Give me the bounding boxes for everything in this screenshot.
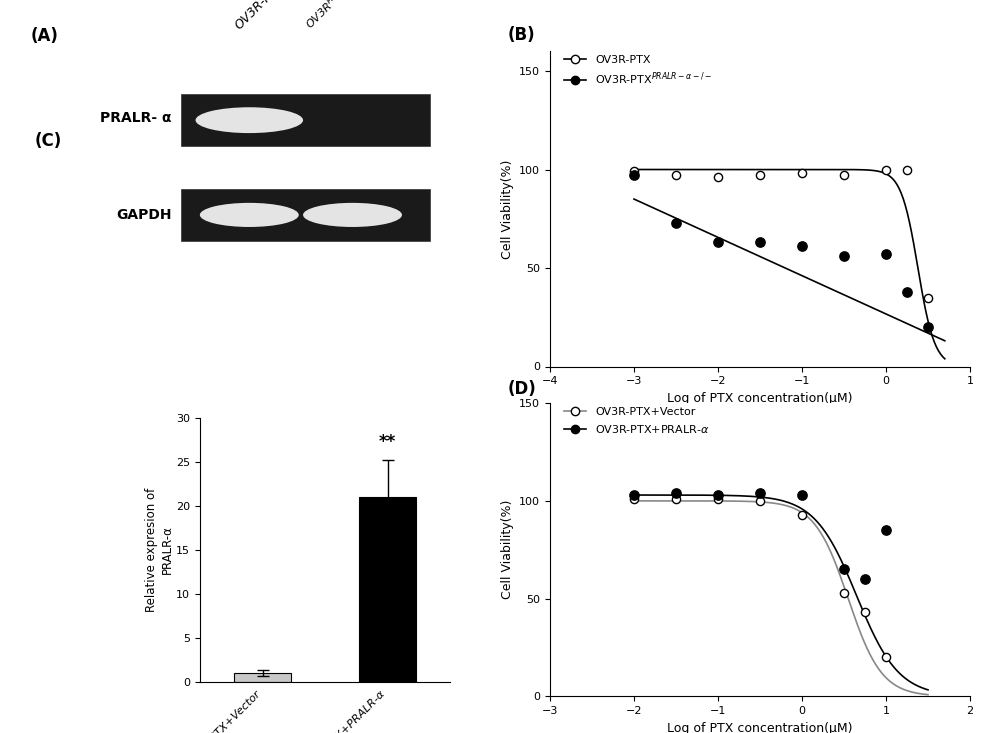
Point — [836, 169, 852, 181]
Point — [794, 168, 810, 180]
Bar — [359, 497, 416, 682]
Text: OV3R-PTX+Vector: OV3R-PTX+Vector — [184, 688, 262, 733]
Legend: OV3R-PTX, OV3R-PTX$^{PRALR-\alpha-/-}$: OV3R-PTX, OV3R-PTX$^{PRALR-\alpha-/-}$ — [560, 51, 717, 92]
Point — [668, 169, 684, 181]
X-axis label: Log of PTX concentration(μM): Log of PTX concentration(μM) — [667, 721, 853, 733]
Text: (A): (A) — [31, 27, 59, 45]
Point — [752, 487, 768, 499]
Point — [710, 237, 726, 248]
Point — [710, 489, 726, 501]
Point — [626, 489, 642, 501]
Point — [794, 509, 810, 520]
Point — [836, 564, 852, 575]
Point — [626, 166, 642, 177]
Point — [878, 163, 894, 175]
Point — [668, 487, 684, 499]
Bar — [234, 673, 291, 682]
Point — [878, 248, 894, 260]
Point — [626, 493, 642, 505]
Text: OV3R$^{PRALR-\alpha-/-}$: OV3R$^{PRALR-\alpha-/-}$ — [301, 0, 378, 32]
Ellipse shape — [303, 203, 402, 227]
Bar — [180, 189, 430, 240]
Point — [920, 321, 936, 333]
Point — [836, 251, 852, 262]
Point — [836, 587, 852, 599]
Text: PRALR- α: PRALR- α — [100, 111, 172, 125]
Legend: OV3R-PTX+Vector, OV3R-PTX+PRALR-$\alpha$: OV3R-PTX+Vector, OV3R-PTX+PRALR-$\alpha$ — [560, 403, 714, 439]
Y-axis label: Cell Viability(%): Cell Viability(%) — [501, 500, 514, 600]
Point — [710, 172, 726, 183]
Point — [794, 240, 810, 252]
Text: OV3R-PTX: OV3R-PTX — [232, 0, 286, 32]
Point — [878, 524, 894, 536]
Point — [752, 169, 768, 181]
Ellipse shape — [196, 107, 303, 133]
Y-axis label: Relative expresion of
PRALR-α: Relative expresion of PRALR-α — [145, 487, 173, 612]
Point — [626, 169, 642, 181]
Point — [920, 292, 936, 303]
Text: (C): (C) — [35, 132, 62, 150]
Point — [878, 652, 894, 663]
Point — [899, 163, 915, 175]
Ellipse shape — [200, 203, 299, 227]
Point — [857, 573, 873, 585]
Point — [899, 286, 915, 298]
Point — [668, 493, 684, 505]
X-axis label: Log of PTX concentration(μM): Log of PTX concentration(μM) — [667, 391, 853, 405]
Y-axis label: Cell Viability(%): Cell Viability(%) — [501, 159, 514, 259]
Point — [752, 495, 768, 507]
Text: (B): (B) — [508, 26, 536, 44]
Text: (D): (D) — [508, 380, 537, 398]
Point — [752, 237, 768, 248]
Text: **: ** — [379, 433, 396, 451]
Text: OV3R-PTX+PRALR-α: OV3R-PTX+PRALR-α — [300, 688, 388, 733]
Point — [668, 217, 684, 229]
Point — [710, 493, 726, 505]
Point — [794, 489, 810, 501]
Text: GAPDH: GAPDH — [116, 208, 172, 222]
Bar — [180, 95, 430, 146]
Point — [857, 606, 873, 618]
